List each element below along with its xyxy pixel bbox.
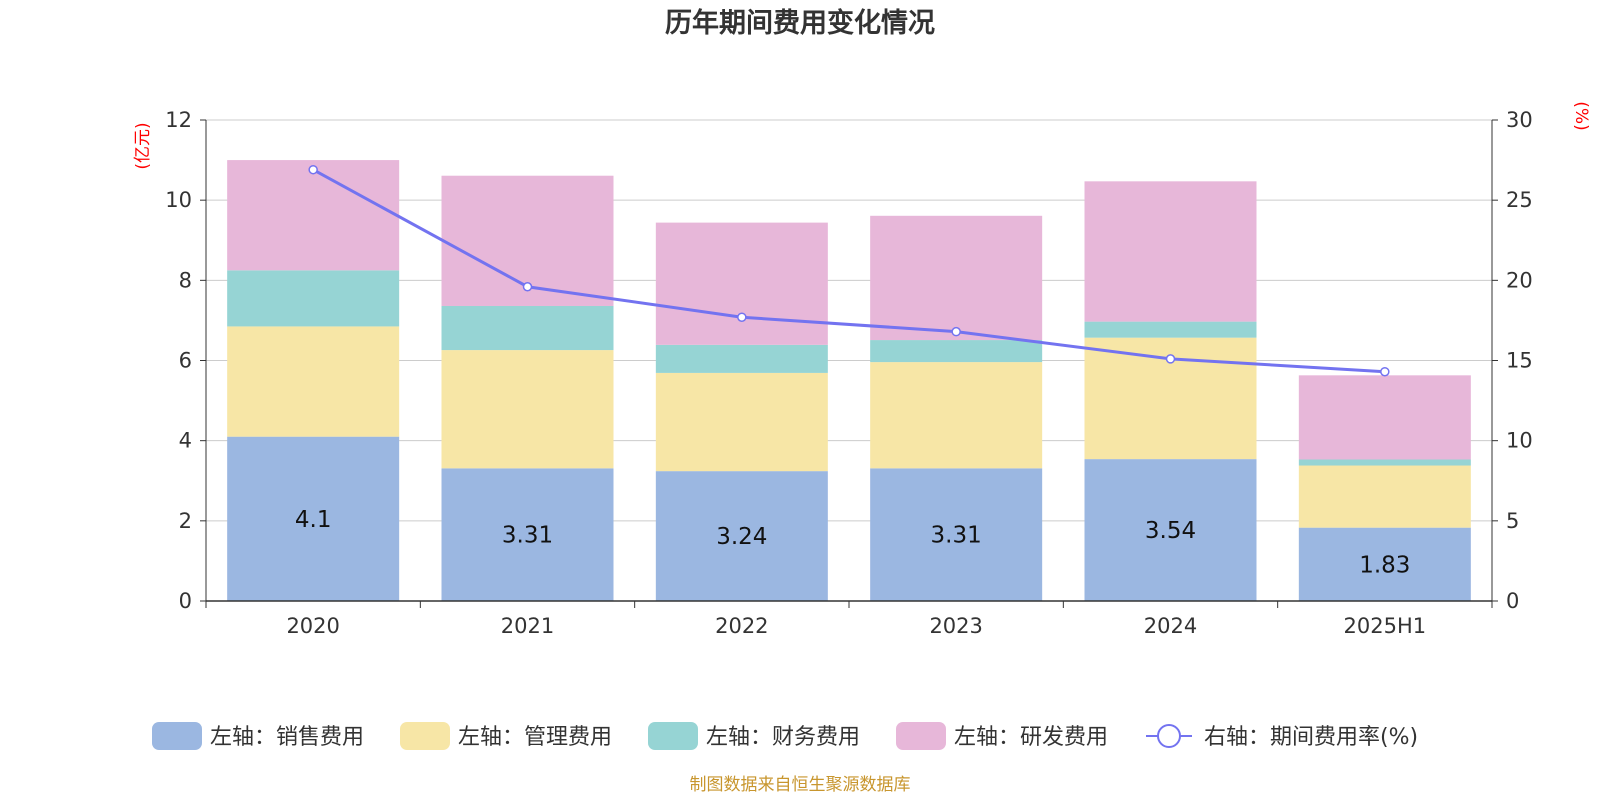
axes: 0 2 4 6 8 10 12 0 5 10 15 20 25 30 2020 2021 2022 2023 202… (165, 108, 1532, 638)
rate-point (522, 281, 533, 292)
legend-label: 右轴：期间费用率(%) (1204, 725, 1418, 750)
x-axis-tick-label: 2024 (1144, 614, 1197, 638)
bar-segment (1298, 459, 1471, 466)
bar-segment (441, 350, 614, 469)
left-axis-unit: (亿元) (133, 122, 153, 169)
legend-marker (1157, 724, 1181, 748)
left-axis-tick-label: 10 (165, 188, 192, 212)
bar-segment (870, 362, 1043, 469)
bar-segment (441, 468, 614, 601)
right-axis-tick-label: 30 (1506, 108, 1533, 132)
bar-segment (1298, 375, 1471, 460)
x-axis-tick-label: 2022 (715, 614, 768, 638)
bar-segment (1298, 465, 1471, 528)
rate-point (1380, 366, 1390, 377)
bar-value-label: 3.24 (716, 524, 767, 550)
rate-line-layer (308, 164, 1390, 377)
right-axis-tick-label: 20 (1506, 268, 1533, 292)
bar-value-label: 3.31 (931, 523, 982, 549)
bar-segment (441, 305, 614, 351)
bar-segment (870, 340, 1043, 363)
bar-segment (227, 326, 400, 437)
grid-lines (206, 119, 1492, 522)
left-axis-tick-label: 4 (179, 429, 192, 453)
right-axis-tick-label: 25 (1506, 188, 1533, 212)
rate-point (1165, 354, 1176, 364)
right-axis-tick-label: 0 (1506, 589, 1519, 613)
bar-segment (655, 344, 828, 373)
legend-label: 左轴：管理费用 (458, 725, 612, 750)
bar-segment (227, 436, 400, 601)
rate-line (312, 168, 1385, 374)
bar-value-label: 3.31 (502, 523, 553, 549)
x-axis-tick-label: 2025H1 (1344, 614, 1427, 638)
legend: 左轴：销售费用 左轴：管理费用 左轴：财务费用 左轴：研发费用 右轴：期间费用率(%) (152, 722, 1418, 750)
right-axis-unit: (%) (1571, 101, 1591, 130)
bar-segment (1298, 527, 1471, 601)
x-axis-tick-label: 2020 (286, 614, 339, 638)
bar-segment (870, 215, 1043, 341)
left-axis-tick-label: 6 (179, 349, 192, 373)
right-axis-tick-label: 15 (1506, 349, 1533, 373)
source-note: 制图数据来自恒生聚源数据库 (690, 775, 911, 795)
right-axis-tick-label: 5 (1506, 509, 1519, 533)
rate-point (308, 164, 318, 175)
bar-segment (227, 270, 400, 327)
legend-swatch (400, 722, 450, 750)
legend-swatch (152, 722, 202, 750)
bar-segment (1084, 321, 1257, 338)
bar-segment (1084, 459, 1257, 601)
legend-label: 左轴：研发费用 (954, 725, 1108, 750)
chart-title: 历年期间费用变化情况 (665, 7, 935, 39)
bar-label-layer: 4.1 3.31 3.24 3.31 3.54 1.83 (295, 507, 1411, 578)
bar-segment (227, 160, 400, 271)
bar-segment (1084, 181, 1257, 322)
left-axis-tick-label: 2 (179, 509, 192, 533)
bar-segment (870, 468, 1043, 601)
legend-swatch (648, 722, 698, 750)
legend-swatch (896, 722, 946, 750)
left-axis-tick-label: 8 (179, 268, 192, 292)
legend-label: 左轴：销售费用 (210, 725, 364, 750)
rate-point (951, 326, 961, 337)
legend-label: 左轴：财务费用 (706, 725, 860, 750)
bar-segment (655, 222, 828, 345)
x-axis-tick-label: 2021 (501, 614, 554, 638)
x-axis-tick-label: 2023 (929, 614, 982, 638)
right-axis-tick-label: 10 (1506, 429, 1533, 453)
bar-segment (655, 471, 828, 601)
bar-segment (655, 372, 828, 472)
bar-value-label: 4.1 (295, 507, 332, 533)
left-axis-tick-label: 12 (165, 108, 192, 132)
rate-point (737, 312, 747, 322)
bar-value-label: 3.54 (1145, 518, 1196, 544)
left-axis-tick-label: 0 (179, 589, 192, 613)
bar-value-label: 1.83 (1359, 552, 1410, 578)
